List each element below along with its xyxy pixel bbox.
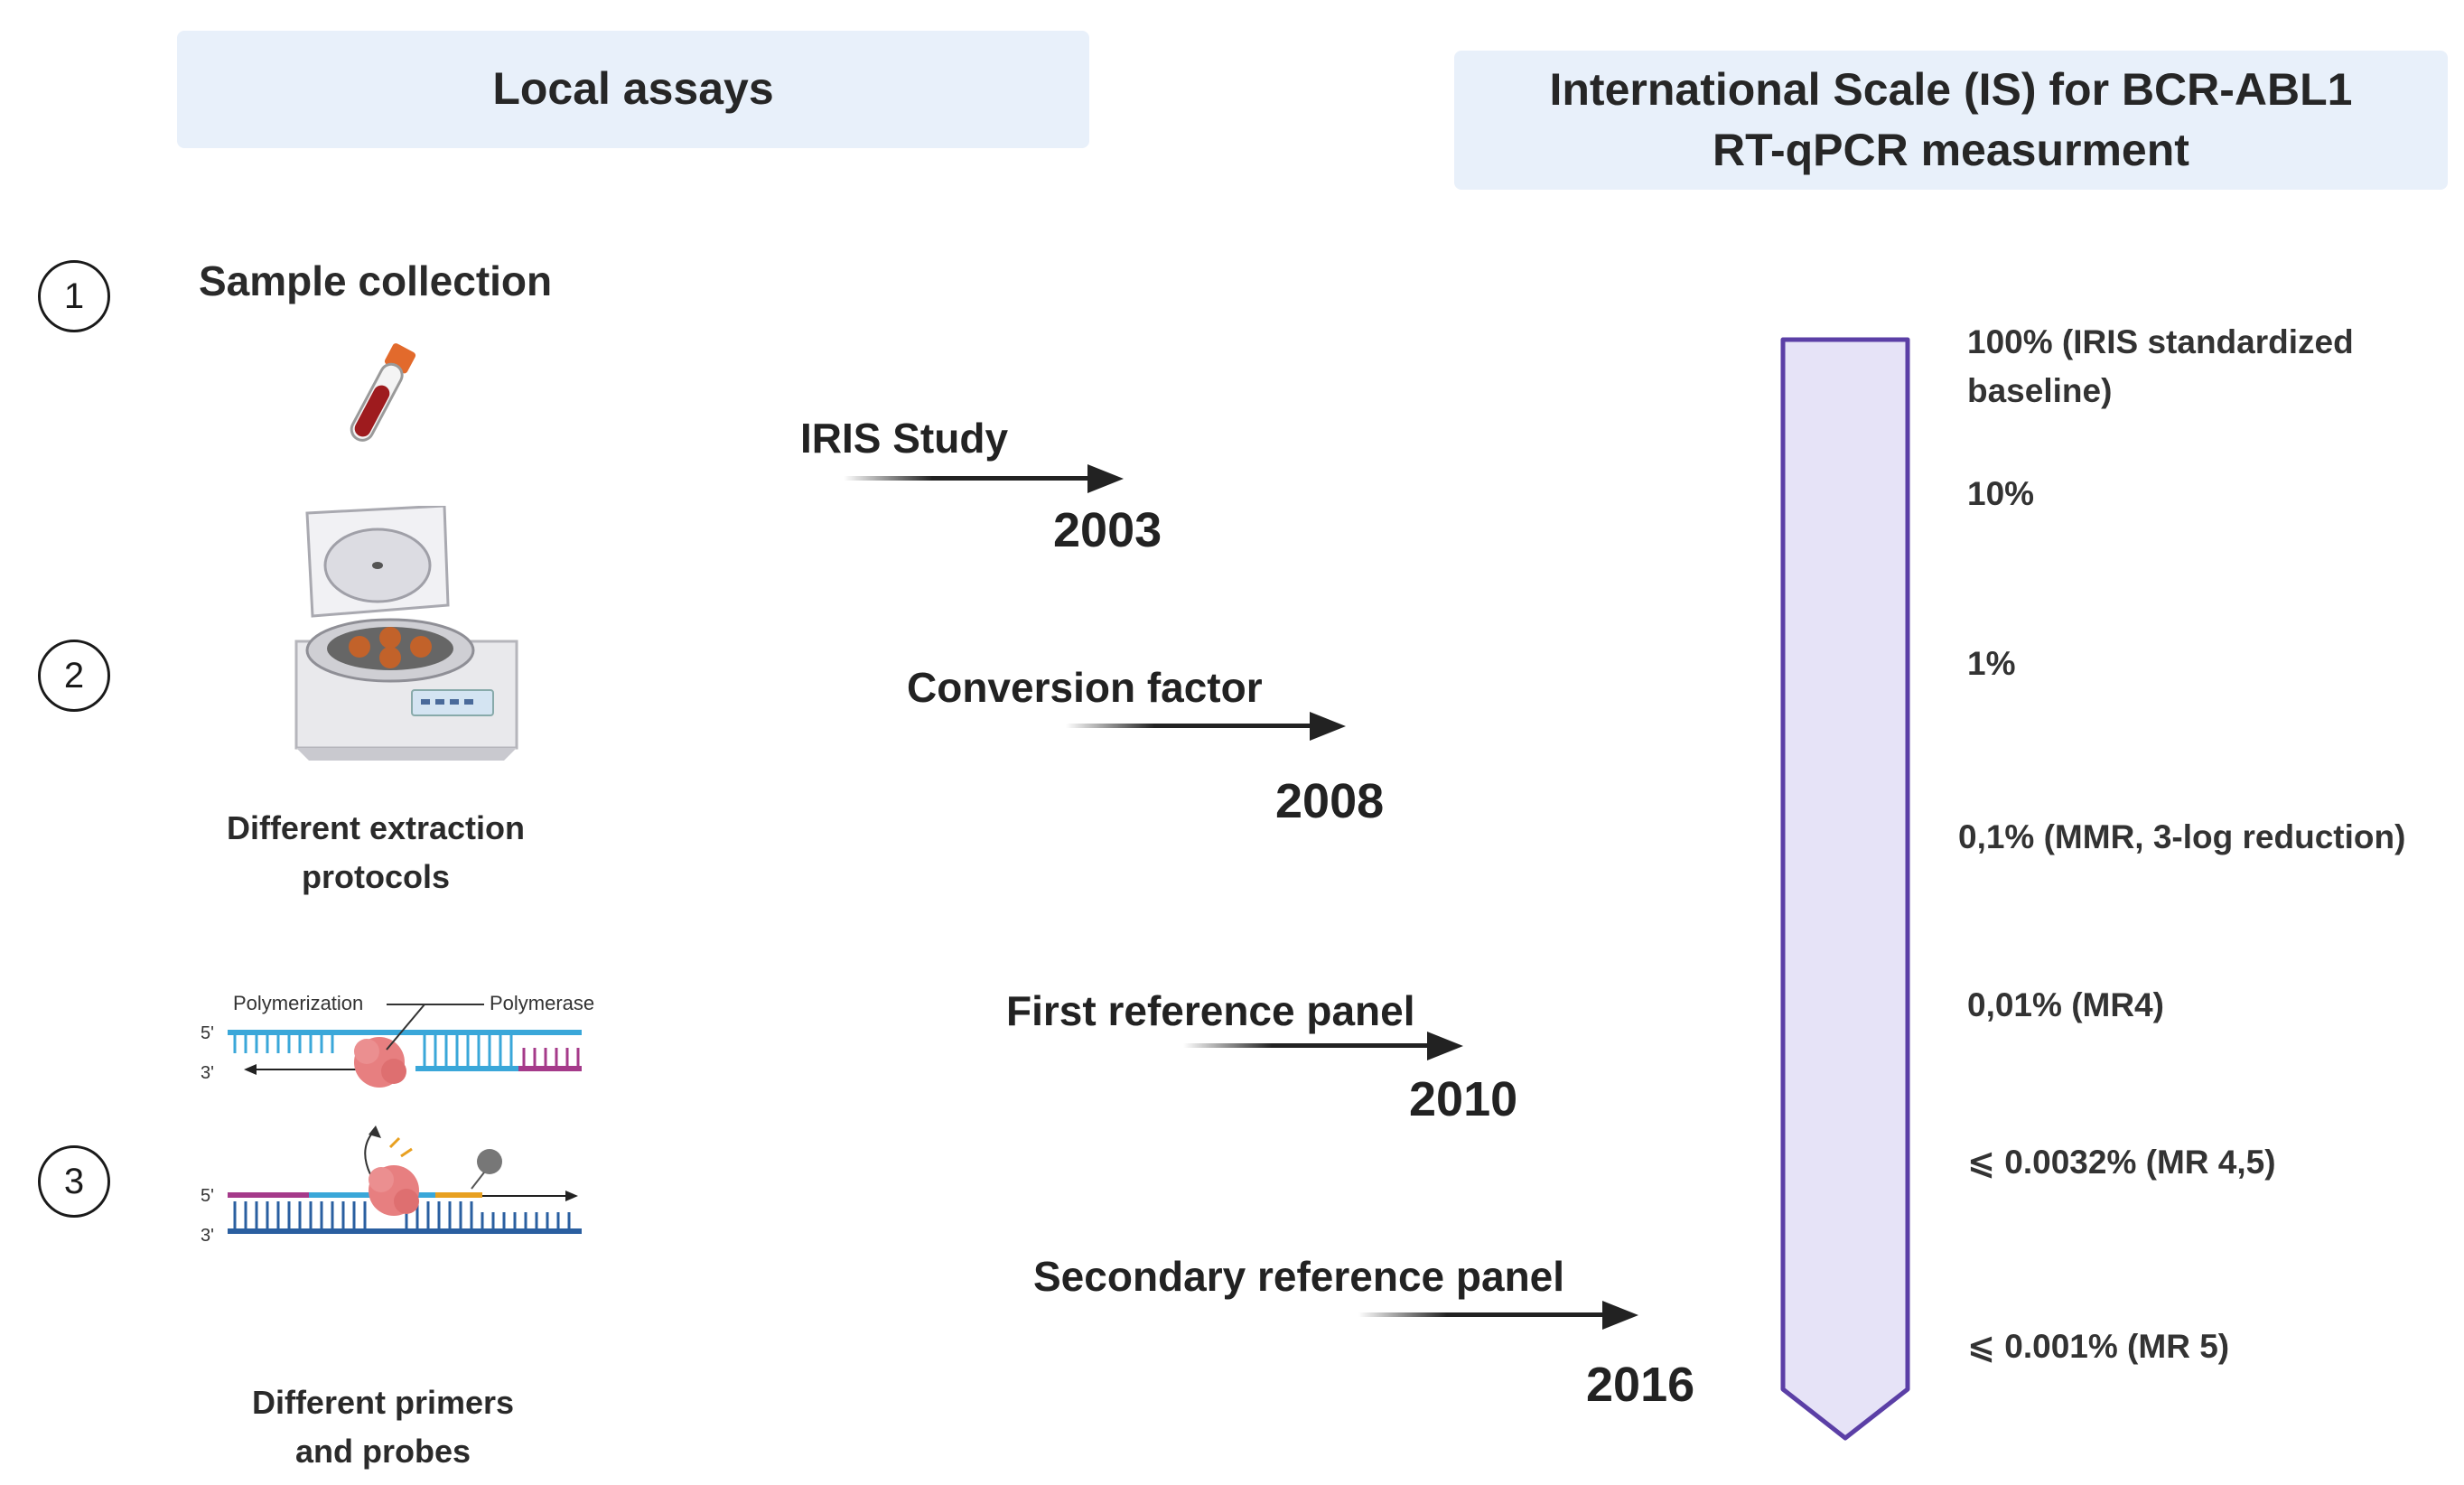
scale-level-1: 1% (1967, 645, 2016, 682)
left-header-title: Local assays (492, 63, 774, 115)
scale-level-0-001: ⩽ 0.001% (MR 5) (1967, 1328, 2230, 1365)
is-scale-bar (1780, 337, 1910, 1441)
polymerase-label: Polymerase (490, 992, 594, 1014)
three-prime-label-bottom: 3' (201, 1226, 214, 1246)
step-3-circle: 3 (38, 1145, 110, 1218)
left-header: Local assays (177, 31, 1089, 148)
centrifuge-icon (294, 506, 518, 761)
timeline-year-secondary-panel: 2016 (1586, 1358, 1695, 1412)
scale-level-100-line1: 100% (IRIS standardized (1967, 323, 2354, 360)
step-3-number: 3 (63, 1161, 85, 1201)
primers-probes-caption: Different primers and probes (202, 1378, 564, 1476)
timeline-label-conversion: Conversion factor (907, 664, 1263, 711)
blood-tube-icon (350, 343, 416, 442)
timeline-label-iris: IRIS Study (800, 415, 1009, 462)
right-header-line2: RT-qPCR measurment (1713, 125, 2189, 175)
step-1-circle: 1 (38, 260, 110, 332)
scale-level-0-1: 0,1% (MMR, 3-log reduction) (1958, 818, 2406, 855)
five-prime-label-top: 5' (201, 1023, 214, 1043)
polymerization-label: Polymerization (233, 992, 363, 1014)
timeline-year-iris: 2003 (1053, 503, 1162, 557)
timeline-label-secondary-panel: Secondary reference panel (1033, 1253, 1565, 1300)
scale-level-100: 100% (IRIS standardized baseline) (1967, 318, 2437, 415)
pcr-diagram: Polymerization Polymerase 5' 3' 5' 3' (201, 992, 594, 1246)
extraction-protocols-caption: Different extraction protocols (195, 804, 556, 901)
timeline-year-conversion: 2008 (1275, 774, 1385, 828)
step-2-circle: 2 (38, 640, 110, 712)
five-prime-label-bottom: 5' (201, 1186, 214, 1206)
right-header-line1: International Scale (IS) for BCR-ABL1 (1549, 63, 2353, 115)
timeline-label-first-panel: First reference panel (1006, 987, 1415, 1034)
scale-level-100-line2: baseline) (1967, 371, 2113, 409)
scale-level-0-01: 0,01% (MR4) (1967, 986, 2164, 1023)
right-header: International Scale (IS) for BCR-ABL1 RT… (1454, 51, 2448, 190)
scale-level-10: 10% (1967, 475, 2035, 512)
sample-collection-label: Sample collection (199, 257, 553, 304)
timeline-arrow-iris (844, 464, 1124, 493)
primers-caption-line2: and probes (294, 1433, 471, 1470)
step-1-number: 1 (63, 276, 85, 316)
timeline-arrow-first-panel (1183, 1032, 1463, 1060)
step-2-number: 2 (63, 655, 85, 696)
extraction-caption-line1: Different extraction (226, 809, 526, 846)
scale-level-0-0032: ⩽ 0.0032% (MR 4,5) (1967, 1144, 2276, 1181)
timeline-arrow-conversion (1066, 712, 1346, 741)
primers-caption-line1: Different primers (251, 1384, 515, 1421)
timeline-arrow-secondary-panel (1358, 1301, 1638, 1330)
extraction-caption-line2: protocols (301, 858, 450, 895)
timeline-year-first-panel: 2010 (1409, 1072, 1518, 1126)
three-prime-label-top: 3' (201, 1063, 214, 1083)
